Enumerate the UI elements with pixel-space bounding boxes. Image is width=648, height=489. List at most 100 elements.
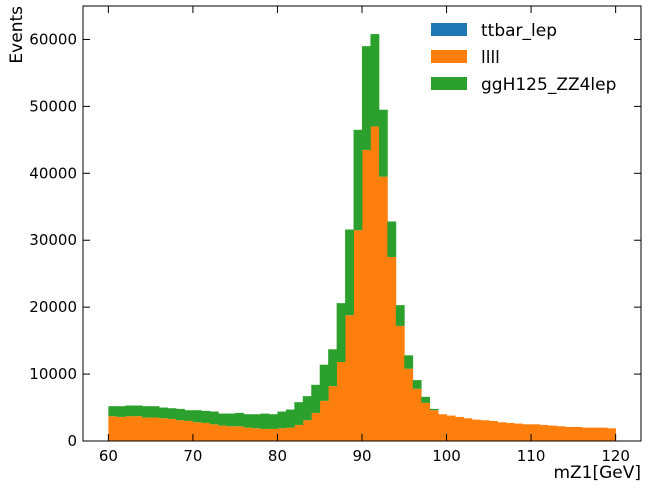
bar-ggH125_ZZ4lep-bin-27: [336, 303, 346, 363]
bar-llll-bin-41: [455, 416, 464, 441]
bar-llll-bin-54: [564, 426, 574, 441]
y-tick-label: 50000: [29, 97, 77, 115]
bar-ggH125_ZZ4lep-bin-8: [176, 408, 185, 421]
bar-llll-bin-46: [497, 422, 507, 441]
bar-llll-bin-4: [142, 417, 152, 441]
bar-llll-bin-23: [302, 420, 312, 441]
bar-llll-bin-25: [319, 400, 329, 441]
bar-llll-bin-58: [598, 427, 608, 441]
bar-ggH125_ZZ4lep-bin-5: [150, 406, 160, 418]
y-tick-label: 40000: [29, 164, 77, 182]
bar-ggH125_ZZ4lep-bin-4: [142, 406, 152, 418]
y-tick-label: 10000: [29, 365, 77, 383]
bar-llll-bin-9: [184, 420, 194, 441]
legend-swatch-ttbar_lep: [431, 23, 467, 36]
bar-llll-bin-7: [167, 418, 177, 441]
bar-llll-bin-44: [480, 420, 490, 441]
x-tick-label: 120: [601, 447, 630, 465]
bar-llll-bin-51: [539, 424, 549, 441]
x-tick-label: 90: [352, 447, 371, 465]
legend-label-ggH125_ZZ4lep: ggH125_ZZ4lep: [481, 75, 616, 95]
bar-ggH125_ZZ4lep-bin-35: [404, 355, 414, 369]
bar-ggH125_ZZ4lep-bin-22: [294, 402, 304, 425]
bar-llll-bin-39: [438, 414, 447, 441]
bar-llll-bin-48: [514, 423, 524, 441]
bar-llll-bin-56: [581, 427, 591, 441]
bar-ggH125_ZZ4lep-bin-29: [353, 129, 363, 231]
bar-ggH125_ZZ4lep-bin-36: [412, 380, 422, 389]
bar-llll-bin-36: [412, 388, 422, 441]
bar-llll-bin-15: [235, 426, 245, 441]
y-tick-label: 30000: [29, 231, 77, 249]
bar-ggH125_ZZ4lep-bin-31: [370, 34, 380, 127]
bar-ggH125_ZZ4lep-bin-14: [226, 413, 236, 427]
bar-ggH125_ZZ4lep-bin-32: [378, 109, 388, 177]
legend-label-llll: llll: [481, 48, 500, 68]
bar-llll-bin-20: [277, 428, 287, 441]
bar-ggH125_ZZ4lep-bin-21: [285, 409, 295, 428]
bar-llll-bin-5: [150, 417, 160, 441]
bar-ggH125_ZZ4lep-bin-11: [201, 410, 211, 423]
bar-llll-bin-24: [311, 412, 321, 441]
y-axis-label: Events: [7, 6, 27, 64]
bar-ggH125_ZZ4lep-bin-37: [421, 396, 431, 403]
bars-layer: [108, 34, 617, 441]
bar-llll-bin-38: [429, 410, 439, 441]
bar-ggH125_ZZ4lep-bin-28: [345, 229, 354, 316]
bar-llll-bin-53: [556, 426, 566, 441]
bar-llll-bin-12: [209, 424, 219, 441]
bar-llll-bin-29: [353, 230, 363, 441]
bar-llll-bin-40: [446, 415, 456, 441]
bar-llll-bin-31: [370, 126, 380, 441]
bar-ggH125_ZZ4lep-bin-33: [387, 221, 397, 257]
bar-ggH125_ZZ4lep-bin-25: [319, 364, 329, 401]
bar-ggH125_ZZ4lep-bin-7: [167, 408, 177, 419]
bar-llll-bin-2: [125, 416, 135, 441]
bar-ggH125_ZZ4lep-bin-12: [209, 411, 219, 425]
bar-llll-bin-10: [192, 422, 202, 441]
legend-label-ttbar_lep: ttbar_lep: [481, 21, 557, 41]
bar-llll-bin-1: [116, 416, 126, 441]
x-tick-label: 110: [517, 447, 546, 465]
bar-ggH125_ZZ4lep-bin-18: [260, 413, 270, 429]
bar-llll-bin-0: [108, 416, 118, 441]
bar-llll-bin-50: [531, 424, 540, 441]
bar-llll-bin-42: [463, 418, 473, 441]
bar-llll-bin-11: [201, 422, 211, 441]
bar-llll-bin-37: [421, 402, 431, 441]
bar-ggH125_ZZ4lep-bin-2: [125, 405, 135, 417]
bar-ggH125_ZZ4lep-bin-24: [311, 384, 321, 413]
bar-ggH125_ZZ4lep-bin-26: [328, 349, 338, 387]
bar-llll-bin-59: [607, 428, 617, 441]
bar-ggH125_ZZ4lep-bin-1: [116, 406, 126, 417]
x-tick-label: 100: [432, 447, 461, 465]
x-tick-label: 70: [183, 447, 202, 465]
axis-ticks: 60 70 80 90 100 110 120 0 10000 20000 30000 40000 50…: [29, 6, 641, 465]
y-tick-label: 0: [67, 432, 77, 450]
bar-llll-bin-55: [573, 426, 583, 441]
x-axis-label: mZ1[GeV]: [553, 463, 641, 483]
bar-llll-bin-52: [548, 425, 557, 441]
bar-llll-bin-19: [269, 428, 278, 441]
bar-llll-bin-17: [252, 428, 261, 441]
bar-llll-bin-21: [285, 427, 295, 441]
bar-llll-bin-43: [471, 419, 481, 441]
bar-ggH125_ZZ4lep-bin-16: [243, 414, 253, 428]
bar-ggH125_ZZ4lep-bin-17: [252, 414, 261, 429]
bar-llll-bin-18: [260, 428, 270, 441]
bar-llll-bin-8: [176, 420, 185, 441]
legend-swatch-llll: [431, 50, 467, 63]
bar-llll-bin-49: [522, 424, 532, 441]
bar-llll-bin-16: [243, 427, 253, 441]
bar-ggH125_ZZ4lep-bin-38: [429, 408, 439, 411]
bar-llll-bin-35: [404, 368, 414, 441]
legend-swatch-ggH125_ZZ4lep: [431, 77, 467, 90]
bar-llll-bin-45: [488, 420, 498, 441]
bar-llll-bin-32: [378, 176, 388, 441]
bar-llll-bin-14: [226, 426, 236, 441]
bar-llll-bin-47: [505, 422, 515, 441]
x-tick-label: 80: [268, 447, 287, 465]
bar-ggH125_ZZ4lep-bin-20: [277, 411, 287, 429]
